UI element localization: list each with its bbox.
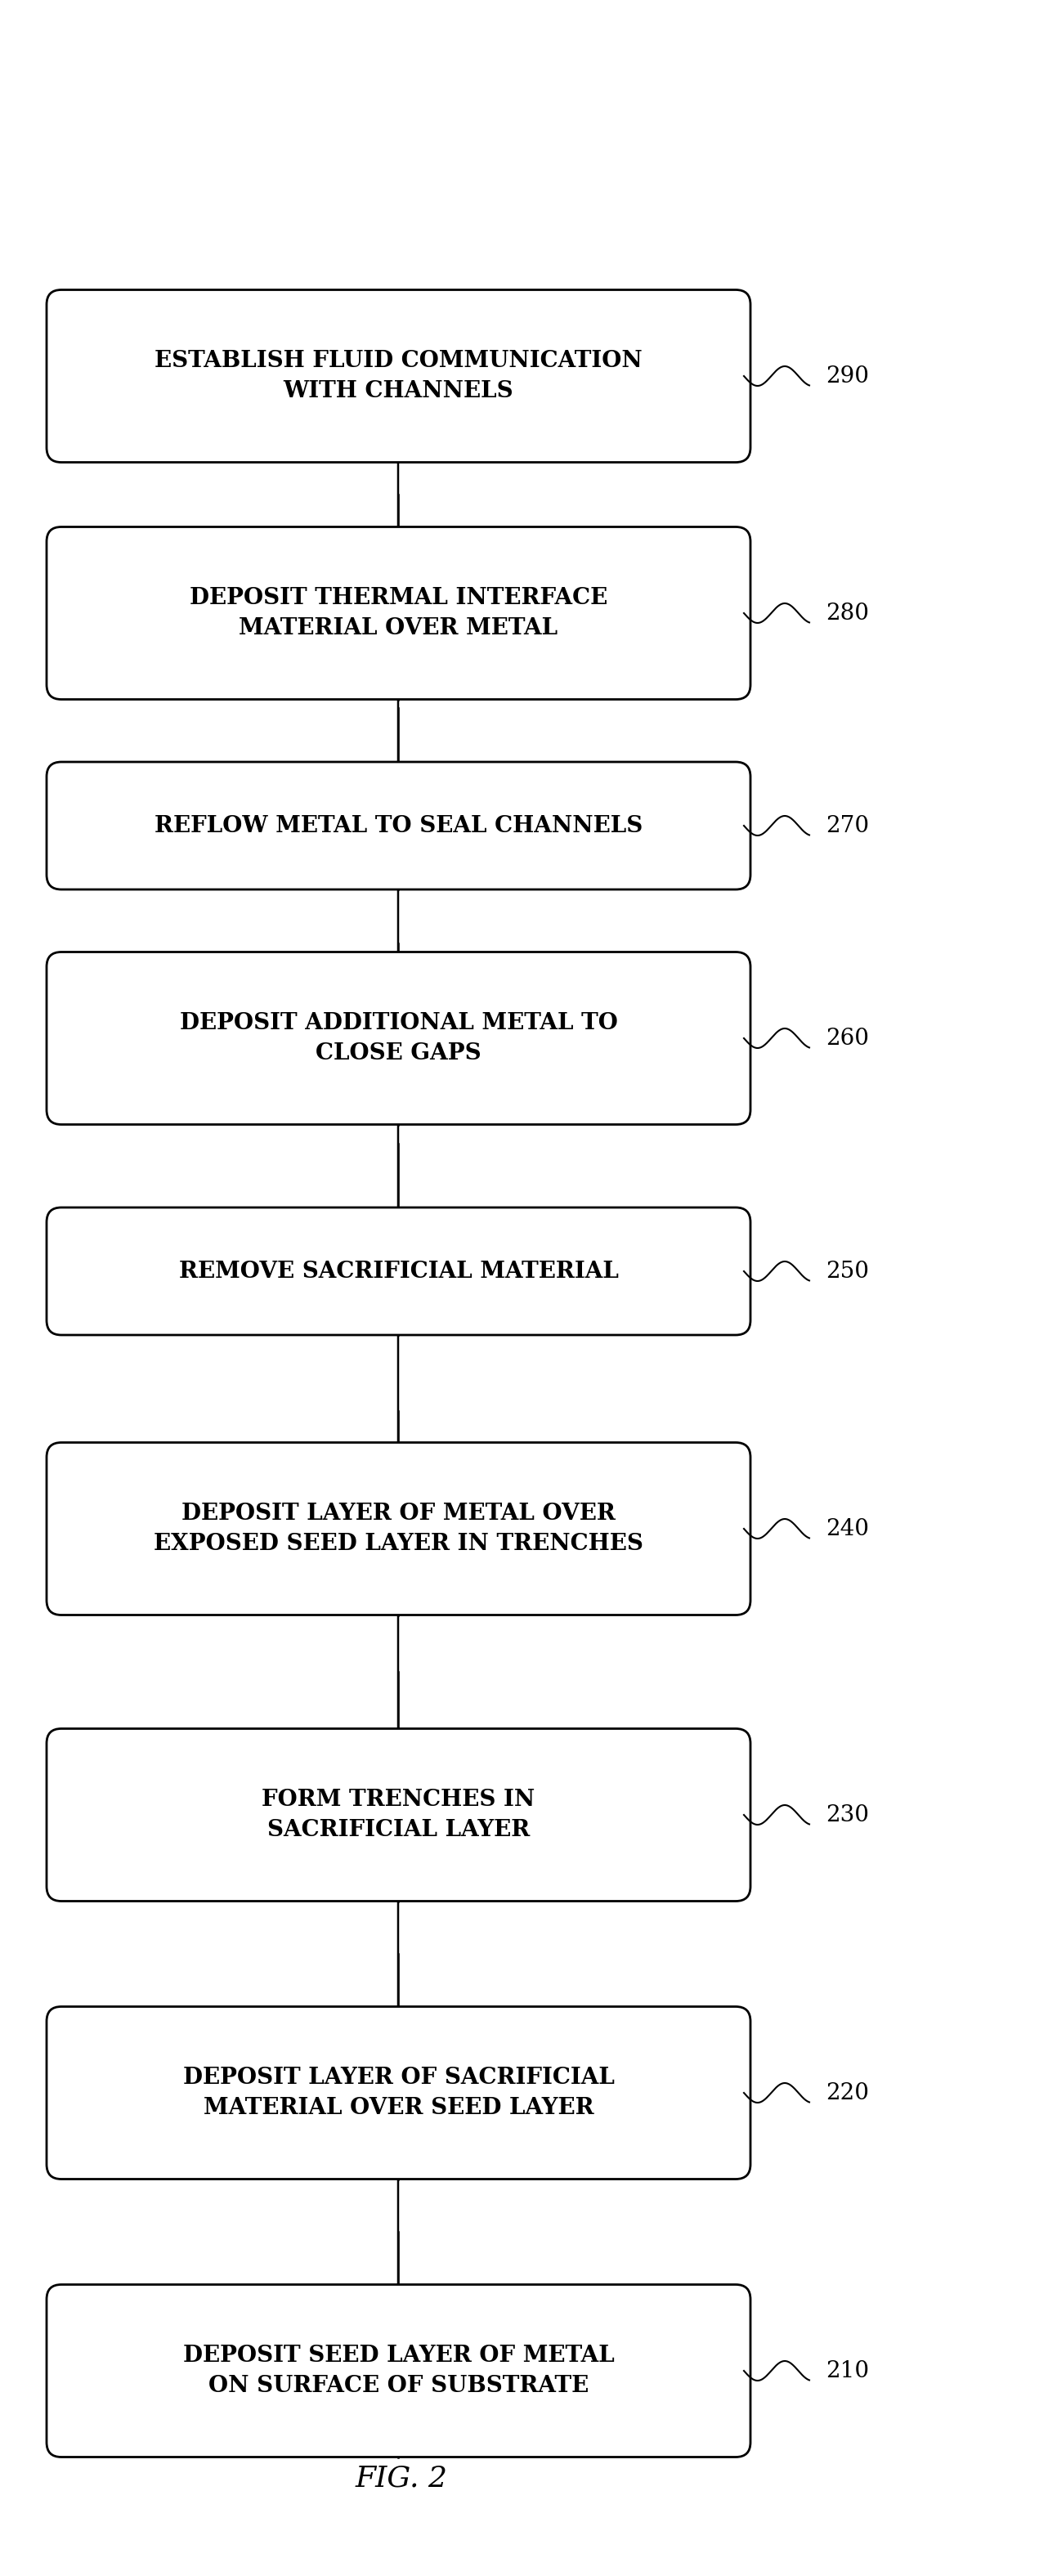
Text: 220: 220 — [826, 2081, 869, 2105]
Text: 230: 230 — [826, 1803, 869, 1826]
Text: 210: 210 — [826, 2360, 869, 2383]
FancyBboxPatch shape — [47, 1208, 750, 1334]
Text: DEPOSIT ADDITIONAL METAL TO
CLOSE GAPS: DEPOSIT ADDITIONAL METAL TO CLOSE GAPS — [180, 1012, 617, 1064]
Text: FORM TRENCHES IN
SACRIFICIAL LAYER: FORM TRENCHES IN SACRIFICIAL LAYER — [262, 1788, 535, 1842]
FancyBboxPatch shape — [47, 528, 750, 701]
Text: 240: 240 — [826, 1517, 869, 1540]
Text: REFLOW METAL TO SEAL CHANNELS: REFLOW METAL TO SEAL CHANNELS — [154, 814, 643, 837]
Text: ESTABLISH FLUID COMMUNICATION
WITH CHANNELS: ESTABLISH FLUID COMMUNICATION WITH CHANN… — [154, 350, 643, 402]
Text: FIG. 2: FIG. 2 — [355, 2465, 448, 2491]
FancyBboxPatch shape — [47, 1443, 750, 1615]
Text: 250: 250 — [826, 1260, 869, 1283]
Text: DEPOSIT SEED LAYER OF METAL
ON SURFACE OF SUBSTRATE: DEPOSIT SEED LAYER OF METAL ON SURFACE O… — [183, 2344, 614, 2398]
FancyBboxPatch shape — [47, 291, 750, 461]
Text: 260: 260 — [826, 1028, 869, 1048]
Text: 270: 270 — [826, 814, 869, 837]
FancyBboxPatch shape — [47, 2007, 750, 2179]
Text: DEPOSIT THERMAL INTERFACE
MATERIAL OVER METAL: DEPOSIT THERMAL INTERFACE MATERIAL OVER … — [189, 587, 608, 639]
Text: 280: 280 — [826, 603, 869, 623]
Text: 290: 290 — [826, 366, 869, 386]
FancyBboxPatch shape — [47, 762, 750, 889]
Text: REMOVE SACRIFICIAL MATERIAL: REMOVE SACRIFICIAL MATERIAL — [179, 1260, 618, 1283]
Text: DEPOSIT LAYER OF METAL OVER
EXPOSED SEED LAYER IN TRENCHES: DEPOSIT LAYER OF METAL OVER EXPOSED SEED… — [153, 1502, 644, 1556]
FancyBboxPatch shape — [47, 1728, 750, 1901]
Text: DEPOSIT LAYER OF SACRIFICIAL
MATERIAL OVER SEED LAYER: DEPOSIT LAYER OF SACRIFICIAL MATERIAL OV… — [183, 2066, 614, 2120]
FancyBboxPatch shape — [47, 2285, 750, 2458]
FancyBboxPatch shape — [47, 953, 750, 1126]
